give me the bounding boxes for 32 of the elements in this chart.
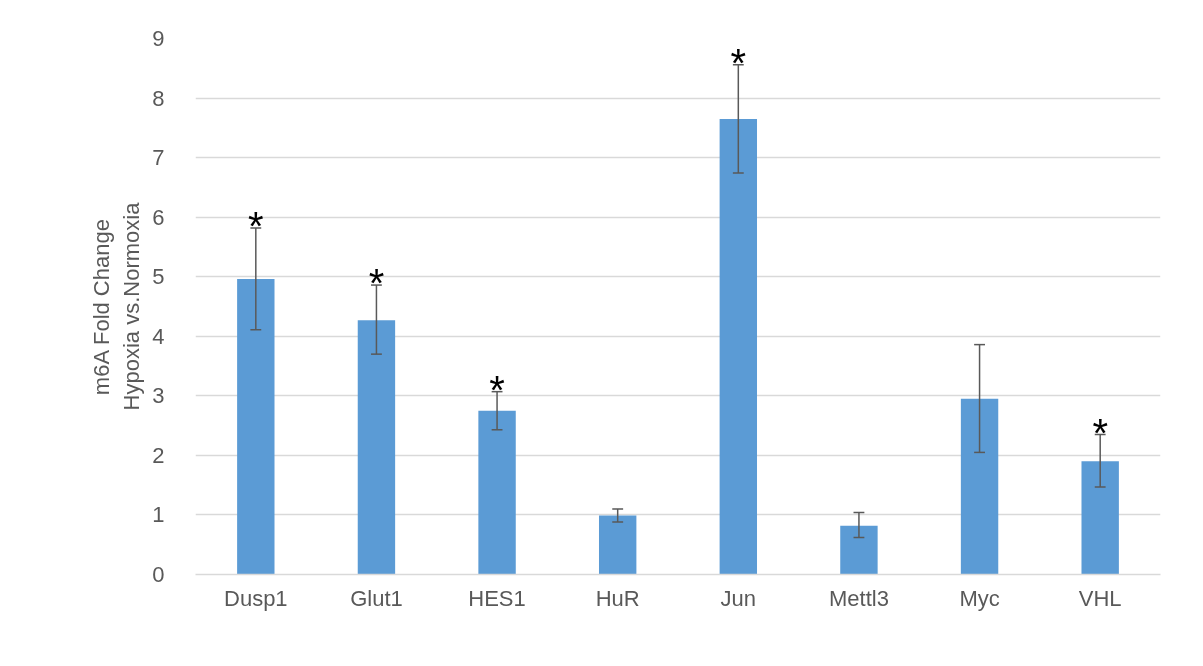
y-tick-label: 2 xyxy=(152,442,165,468)
y-tick-label: 1 xyxy=(152,502,165,528)
data-label: * xyxy=(368,261,385,306)
y-tick-label: 6 xyxy=(152,204,165,230)
y-tick-label: 4 xyxy=(152,323,165,349)
bar xyxy=(1081,461,1119,575)
y-tick-label: 0 xyxy=(152,562,165,587)
x-tick-label: VHL xyxy=(1078,585,1122,611)
x-tick-label: HES1 xyxy=(468,585,526,611)
x-tick-label: Glut1 xyxy=(350,585,403,611)
bar xyxy=(719,118,758,575)
data-label: * xyxy=(489,367,505,412)
y-tick-label: 9 xyxy=(152,26,165,51)
bar xyxy=(237,279,275,575)
y-tick-label: 3 xyxy=(152,383,165,409)
data-label: * xyxy=(248,203,264,248)
x-tick-label: Dusp1 xyxy=(224,585,288,611)
bar xyxy=(840,525,878,575)
data-label: * xyxy=(1092,410,1108,455)
y-tick-label: 8 xyxy=(152,85,165,111)
x-tick-label: HuR xyxy=(595,585,640,611)
y-axis-title: m6A Fold Change Hypoxia vs.Normoxia xyxy=(89,201,145,411)
bar xyxy=(598,515,637,575)
bar xyxy=(478,410,516,575)
bar xyxy=(960,398,999,575)
data-label: * xyxy=(730,40,747,85)
y-tick-label: 5 xyxy=(152,264,165,290)
x-tick-label: Jun xyxy=(720,585,757,611)
x-tick-label: Myc xyxy=(959,585,1000,611)
y-tick-label: 7 xyxy=(152,145,165,171)
bar xyxy=(357,320,396,575)
x-tick-label: Mettl3 xyxy=(828,585,889,611)
